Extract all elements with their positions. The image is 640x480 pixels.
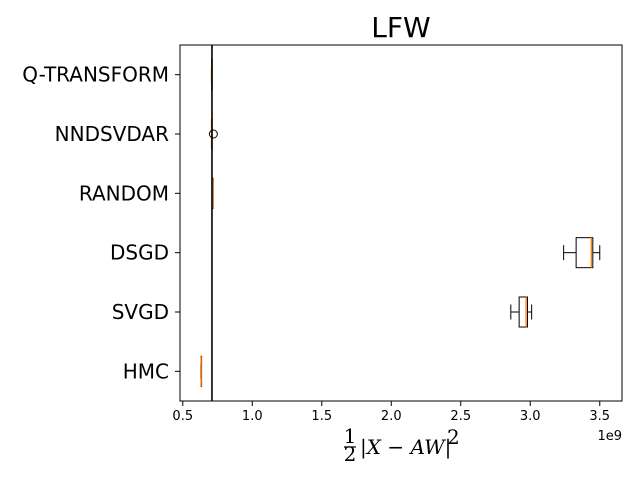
x-axis: 0.5 1.0 1.5 2.0 2.5 3.0 3.5 xyxy=(172,401,610,424)
box-iqr xyxy=(575,237,594,269)
box-hmc xyxy=(200,355,203,387)
category-label: Q-TRANSFORM xyxy=(22,63,169,87)
category-label: SVGD xyxy=(112,300,169,324)
x-offset-label: 1e9 xyxy=(597,429,622,444)
xlabel-expression: |X − AW| xyxy=(360,435,451,460)
x-tick-label: 3.0 xyxy=(520,409,541,424)
x-axis-label: 1 2 |X − AW| 2 xyxy=(344,424,460,466)
category-label: RANDOM xyxy=(79,181,169,205)
x-tick-label: 3.5 xyxy=(589,409,610,424)
x-tick-label: 1.5 xyxy=(311,409,332,424)
category-label: DSGD xyxy=(110,241,169,265)
x-tick-label: 1.0 xyxy=(242,409,263,424)
flier-point xyxy=(208,129,218,139)
x-tick-label: 2.0 xyxy=(381,409,402,424)
chart-title: LFW xyxy=(371,11,430,44)
x-tick-label: 2.5 xyxy=(450,409,471,424)
xlabel-frac-num: 1 xyxy=(344,424,357,448)
xlabel-frac-den: 2 xyxy=(344,442,357,466)
category-label: HMC xyxy=(123,359,169,383)
x-tick-label: 0.5 xyxy=(172,409,193,424)
box-svgd xyxy=(510,296,533,328)
y-axis: Q-TRANSFORM NNDSVDAR RANDOM DSGD SVGD HMC xyxy=(22,63,180,383)
plot-frame xyxy=(179,44,623,402)
box-iqr xyxy=(518,296,528,328)
xlabel-superscript: 2 xyxy=(447,425,460,449)
category-label: NNDSVDAR xyxy=(55,122,169,146)
box-nndsvdar xyxy=(208,118,218,150)
plot-area xyxy=(200,45,601,401)
box-dsgd xyxy=(563,237,601,269)
